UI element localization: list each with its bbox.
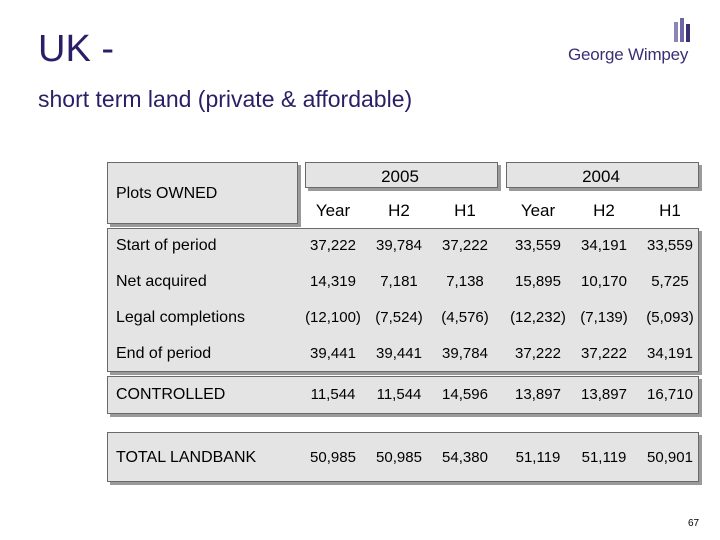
table-cell: 7,138 [446, 273, 484, 290]
controlled-cell: 14,596 [442, 386, 488, 403]
table-cell: 33,559 [647, 237, 693, 254]
table-cell: (5,093) [646, 309, 694, 326]
column-header-h2: H2 [593, 201, 615, 220]
total-landbank-cell: 51,119 [581, 449, 627, 466]
total-landbank-label: TOTAL LANDBANK [116, 449, 257, 466]
table-cell: (4,576) [441, 309, 489, 326]
column-header-h1: H1 [659, 201, 681, 220]
logo-bars-icon [674, 18, 690, 42]
controlled-cell: 13,897 [581, 386, 627, 403]
total-landbank-row-box [107, 432, 699, 482]
table-cell: 33,559 [515, 237, 561, 254]
controlled-cell: 16,710 [647, 386, 693, 403]
controlled-label: CONTROLLED [116, 386, 226, 403]
table-cell: 39,784 [442, 345, 488, 362]
page-number: 67 [688, 518, 700, 529]
brand-name: George Wimpey [568, 45, 689, 64]
total-landbank-cell: 50,985 [376, 449, 422, 466]
table-cell: 34,191 [647, 345, 693, 362]
table-cell: (7,139) [580, 309, 628, 326]
table-cell: (7,524) [375, 309, 423, 326]
table-cell: 37,222 [515, 345, 561, 362]
row-label: End of period [116, 345, 212, 362]
year-header-2004: 2004 [582, 167, 620, 186]
year-header-2004-box [506, 162, 699, 188]
table-cell: 39,784 [376, 237, 422, 254]
table-cell: (12,100) [305, 309, 361, 326]
brand-logo: George Wimpey [568, 16, 696, 72]
column-header-h1: H1 [454, 201, 476, 220]
table-cell: 34,191 [581, 237, 627, 254]
ownership-rows-box [107, 228, 699, 372]
column-header-year: Year [520, 201, 556, 220]
total-landbank-cell: 50,901 [647, 449, 693, 466]
table-cell: 7,181 [380, 273, 418, 290]
controlled-cell: 11,544 [310, 386, 356, 403]
year-header-2005-box [305, 162, 498, 188]
controlled-cell: 13,897 [515, 386, 561, 403]
corner-label-box [107, 162, 298, 224]
total-landbank-cell: 54,380 [442, 449, 488, 466]
table-cell: 15,895 [515, 273, 561, 290]
year-header-2005: 2005 [381, 167, 419, 186]
total-landbank-cell: 50,985 [310, 449, 356, 466]
table-cell: 37,222 [581, 345, 627, 362]
table-cell: 10,170 [581, 273, 627, 290]
table-cell: 39,441 [310, 345, 356, 362]
row-label: Legal completions [116, 309, 245, 326]
table-cell: 37,222 [310, 237, 356, 254]
slide-title: UK - [38, 28, 114, 70]
table-cell: 37,222 [442, 237, 488, 254]
table-cell: 39,441 [376, 345, 422, 362]
slide-subtitle: short term land (private & affordable) [38, 86, 413, 112]
column-header-year: Year [315, 201, 351, 220]
table-cell: 14,319 [310, 273, 356, 290]
row-label: Net acquired [116, 273, 207, 290]
row-label: Start of period [116, 237, 217, 254]
column-header-h2: H2 [388, 201, 410, 220]
corner-label: Plots OWNED [116, 185, 218, 202]
controlled-cell: 11,544 [376, 386, 422, 403]
total-landbank-cell: 51,119 [515, 449, 561, 466]
table-cell: (12,232) [510, 309, 566, 326]
controlled-row-box [107, 376, 699, 414]
table-cell: 5,725 [651, 273, 689, 290]
